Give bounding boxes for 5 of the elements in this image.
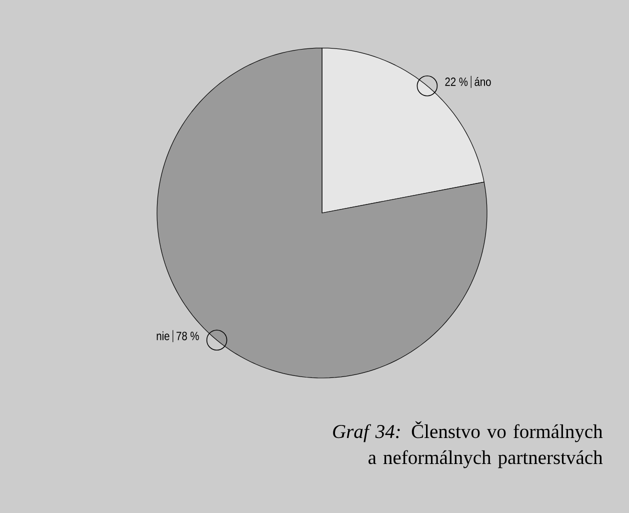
text: Graf 34: Členstvo vo formálnych a neformálnych partnerstvách <box>333 421 603 468</box>
data-label: 22 % <box>445 78 468 86</box>
slice-label: nie <box>156 331 170 340</box>
data-label: 78 % <box>176 332 199 340</box>
legend-label: áno <box>474 77 491 86</box>
